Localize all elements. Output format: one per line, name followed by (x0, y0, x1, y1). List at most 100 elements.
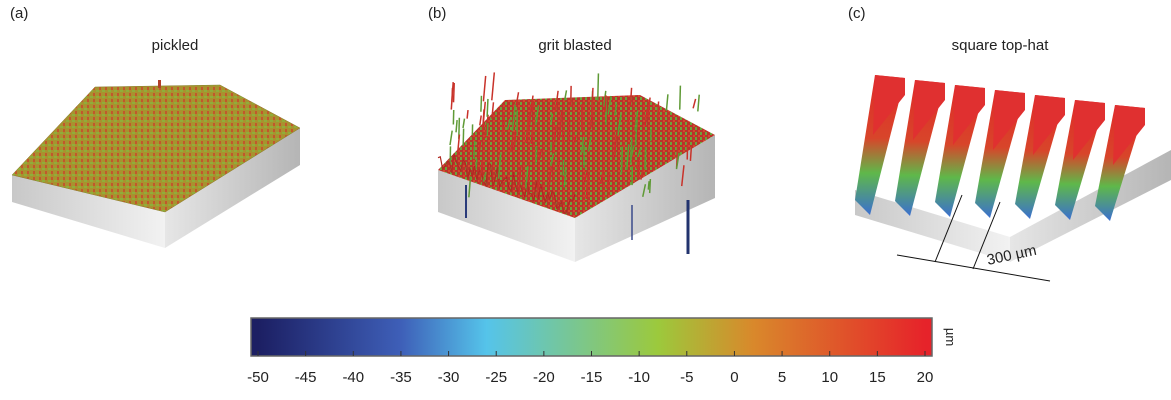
panel-label: (a) (10, 5, 28, 22)
spike (647, 181, 650, 190)
tick-label: -40 (342, 369, 364, 386)
spike (466, 109, 469, 119)
spike (689, 146, 693, 161)
spike (482, 173, 487, 182)
spike (634, 119, 638, 146)
spike (528, 103, 533, 132)
spike (617, 114, 622, 130)
spike (509, 139, 514, 153)
ridge-top (1073, 100, 1105, 160)
spike (680, 165, 685, 187)
tick-label: 20 (917, 369, 934, 386)
tick-label: -15 (581, 369, 603, 386)
dimension (896, 194, 1051, 282)
spike (527, 163, 531, 182)
colorbar-unit: µm (943, 328, 958, 346)
tick-label: -35 (390, 369, 412, 386)
spike (497, 153, 502, 179)
spike (629, 87, 633, 106)
spike (646, 97, 651, 118)
spike (679, 85, 682, 110)
tick-label: -5 (680, 369, 693, 386)
spike (530, 126, 534, 144)
spike (613, 103, 618, 116)
spike (589, 106, 594, 130)
spike (587, 136, 592, 152)
spike (472, 140, 476, 159)
spike (606, 172, 611, 189)
spike (525, 115, 530, 144)
spike (550, 113, 554, 123)
spike (604, 95, 607, 113)
spike (636, 161, 640, 179)
spike (563, 90, 568, 101)
spike (539, 148, 543, 159)
spike (531, 101, 535, 112)
spike (511, 104, 516, 132)
spike (550, 153, 555, 166)
spike (648, 178, 652, 194)
spike (675, 152, 680, 170)
spike (596, 73, 600, 101)
spike (583, 171, 588, 184)
spike (468, 176, 472, 198)
spike (506, 118, 511, 130)
spike (462, 118, 466, 129)
ridge-top (1113, 105, 1145, 165)
spike (600, 167, 605, 185)
spike (479, 160, 484, 185)
spike (626, 116, 630, 128)
spike (585, 174, 589, 200)
panel-title: square top-hat (952, 37, 1050, 54)
tick-label: 10 (821, 369, 838, 386)
spike (518, 165, 522, 194)
tick-label: -45 (295, 369, 317, 386)
tick-label: -30 (438, 369, 460, 386)
spike (559, 111, 563, 138)
ridge-top (873, 75, 905, 135)
spike (626, 144, 630, 170)
spike (581, 136, 585, 153)
panel-label: (b) (428, 5, 446, 22)
spike (486, 123, 489, 137)
ridge-top (953, 85, 985, 145)
spike (640, 169, 644, 180)
ridge-top (1033, 95, 1065, 155)
spike (629, 138, 633, 164)
tick-label: 5 (778, 369, 786, 386)
spike (607, 95, 612, 115)
spike (456, 134, 461, 157)
spike (553, 125, 557, 150)
spike (491, 102, 495, 119)
spike (477, 141, 482, 158)
ridge-top (913, 80, 945, 140)
spike (548, 165, 553, 188)
spike (656, 101, 660, 118)
panel-title: pickled (152, 37, 199, 54)
spike (515, 92, 520, 106)
spike (480, 95, 483, 112)
spike (563, 169, 567, 188)
spike (452, 82, 455, 103)
ridge-top (993, 90, 1025, 150)
spike (484, 114, 489, 138)
spike (637, 148, 642, 158)
spike (644, 108, 648, 126)
spike (449, 130, 453, 146)
spike (535, 115, 538, 125)
tick-label: 15 (869, 369, 886, 386)
spike (554, 90, 559, 113)
tick-label: -10 (628, 369, 650, 386)
spike (535, 177, 540, 198)
spike (642, 184, 647, 197)
panel-label: (c) (848, 5, 866, 22)
panel-title: grit blasted (538, 37, 611, 54)
spike (573, 135, 577, 145)
spike (471, 143, 475, 153)
spike (501, 115, 506, 135)
spike (636, 159, 640, 169)
spike (556, 160, 561, 171)
spike (525, 166, 529, 189)
spike (665, 94, 669, 111)
